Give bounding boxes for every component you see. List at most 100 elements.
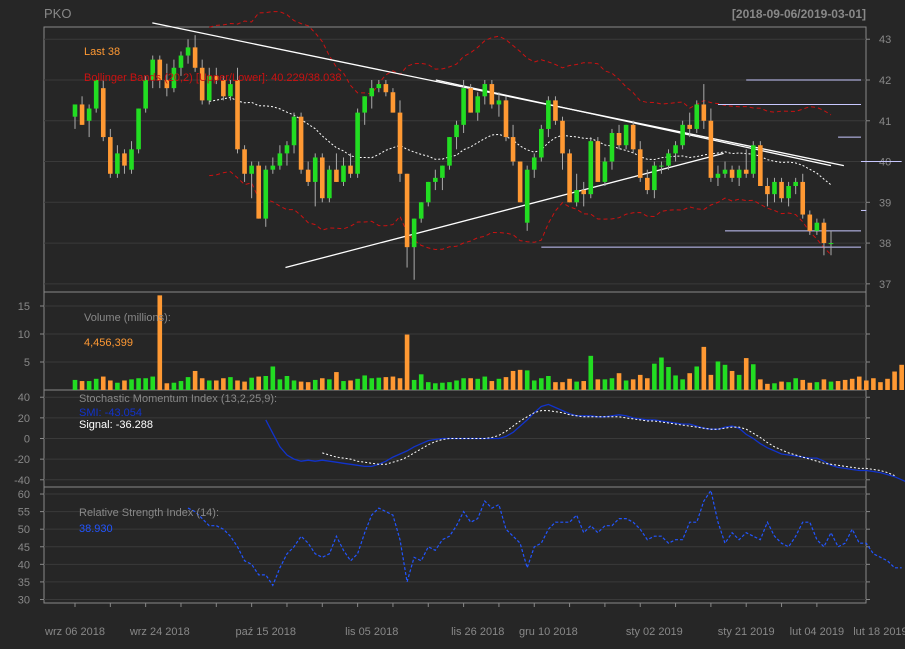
candle-body xyxy=(440,165,445,178)
candle-body xyxy=(143,80,148,109)
volume-bar xyxy=(680,379,685,390)
volume-bar xyxy=(722,364,728,390)
candle-body xyxy=(750,145,756,174)
candle-body xyxy=(355,112,360,174)
volume-bar xyxy=(694,366,700,390)
candle-body xyxy=(390,92,396,113)
volume-bar xyxy=(404,334,410,390)
volume-bar xyxy=(199,378,205,390)
volume-bar xyxy=(397,378,403,390)
candle-body xyxy=(659,165,664,167)
volume-bar xyxy=(214,380,219,390)
smi-title: Stochastic Momentum Index (13,2,25,9): xyxy=(79,393,277,405)
volume-bar xyxy=(341,381,346,390)
x-axis: wrz 06 2018 wrz 24 2018 paź 15 2018 lis 05 … xyxy=(44,602,905,638)
volume-bar xyxy=(312,379,318,390)
volume-bar xyxy=(729,370,735,390)
candle-body xyxy=(206,75,212,101)
price-y-tick-label: 40 xyxy=(879,157,891,169)
smi-y-tick-label: 0 xyxy=(24,434,30,446)
volume-bar xyxy=(115,382,120,390)
candle-body xyxy=(546,100,551,129)
volume-bar xyxy=(284,376,290,390)
volume-bar xyxy=(447,382,452,390)
volume-bar xyxy=(828,381,834,390)
candle-body xyxy=(581,190,587,195)
volume-bar xyxy=(171,382,177,390)
candle-body xyxy=(376,84,382,89)
volume-bar xyxy=(249,377,254,390)
candle-body xyxy=(362,96,367,113)
volume-bar xyxy=(108,380,113,390)
volume-bar xyxy=(206,380,212,390)
candle-body xyxy=(86,108,92,121)
volume-bar xyxy=(510,370,516,390)
volume-bar xyxy=(856,376,862,390)
candle-body xyxy=(334,169,339,182)
candle-body xyxy=(489,84,495,105)
candle-body xyxy=(652,165,657,191)
candle-body xyxy=(164,80,170,89)
rsi-value: 38.930 xyxy=(79,523,113,535)
volume-bar xyxy=(334,372,339,390)
volume-bar xyxy=(758,379,763,390)
vol-y-tick-label: 10 xyxy=(18,329,30,341)
candle-body xyxy=(623,124,629,146)
candle-body xyxy=(475,96,481,113)
volume-bar xyxy=(390,376,396,390)
candle-body xyxy=(298,116,304,170)
price-y-tick-label: 43 xyxy=(879,34,891,46)
volume-bar xyxy=(595,379,601,390)
volume-bar xyxy=(708,374,714,390)
x-axis-label: paź 15 2018 xyxy=(235,626,296,638)
price-trendline xyxy=(152,22,845,167)
candle-body xyxy=(793,181,798,186)
candle-body xyxy=(136,108,141,150)
candle-body xyxy=(708,120,714,178)
candle-body xyxy=(221,80,226,97)
candle-body xyxy=(694,104,700,129)
candle-body xyxy=(722,169,728,174)
volume-bar xyxy=(503,377,509,390)
volume-bar xyxy=(418,374,424,390)
volume-bar xyxy=(807,382,813,390)
rsi-y-tick-label: 50 xyxy=(18,524,30,536)
volume-bar xyxy=(242,381,247,390)
candle-body xyxy=(468,88,473,113)
signal-value: Signal: -36.288 xyxy=(79,419,153,431)
volume-bar xyxy=(715,361,721,390)
chart-date-range: [2018-09-06/2019-03-01] xyxy=(732,7,866,21)
candle-body xyxy=(821,222,827,244)
candle-body xyxy=(553,100,558,121)
candle-body xyxy=(510,137,516,162)
volume-bar xyxy=(192,370,198,390)
candle-body xyxy=(108,137,113,174)
bollinger-lower-line xyxy=(209,171,832,256)
volume-bar xyxy=(305,382,311,390)
candle-body xyxy=(235,80,240,150)
price-y-tick-label: 37 xyxy=(879,279,891,291)
volume-bar xyxy=(517,369,523,390)
candle-body xyxy=(644,177,650,191)
volume-bar xyxy=(637,374,643,390)
volume-bar xyxy=(256,376,262,390)
volume-bar xyxy=(327,379,332,390)
candle-body xyxy=(461,88,466,125)
price-y-tick-label: 42 xyxy=(879,75,891,87)
vol-y-tick-label: 5 xyxy=(24,357,30,369)
volume-bar xyxy=(553,382,558,390)
volume-bar xyxy=(659,357,664,390)
volume-bar xyxy=(793,378,798,390)
price-y-tick-label: 38 xyxy=(879,238,891,250)
volume-value: 4,456,399 xyxy=(84,337,133,349)
candle-body xyxy=(150,59,156,80)
candle-body xyxy=(765,186,770,195)
volume-bar xyxy=(221,378,226,390)
volume-bar xyxy=(482,376,488,390)
rsi-title: Relative Strength Index (14): xyxy=(79,507,219,519)
candle-body xyxy=(93,80,99,109)
candle-body xyxy=(348,165,353,174)
candle-body xyxy=(800,181,806,215)
candle-body xyxy=(517,161,523,203)
